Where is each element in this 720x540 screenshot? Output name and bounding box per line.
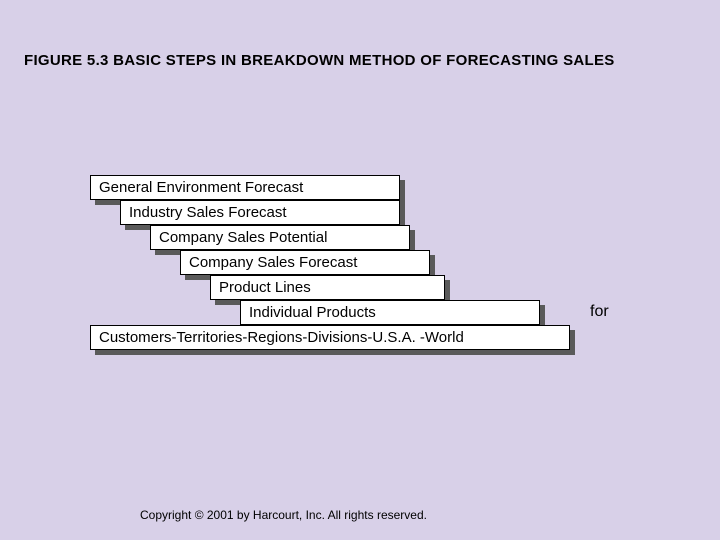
step-row: Company Sales Potential (90, 225, 650, 250)
step-box-company-potential: Company Sales Potential (150, 225, 410, 250)
figure-title: FIGURE 5.3 BASIC STEPS IN BREAKDOWN METH… (24, 52, 615, 69)
for-label: for (590, 303, 609, 321)
step-row: Company Sales Forecast (90, 250, 650, 275)
step-label: General Environment Forecast (99, 179, 303, 196)
step-box-company-forecast: Company Sales Forecast (180, 250, 430, 275)
step-box-general-environment: General Environment Forecast (90, 175, 400, 200)
step-row: General Environment Forecast (90, 175, 650, 200)
step-label: Customers-Territories-Regions-Divisions-… (99, 329, 464, 346)
step-box-product-lines: Product Lines (210, 275, 445, 300)
step-box-customers-territories: Customers-Territories-Regions-Divisions-… (90, 325, 570, 350)
copyright-text: Copyright © 2001 by Harcourt, Inc. All r… (140, 508, 427, 522)
step-box-industry-sales: Industry Sales Forecast (120, 200, 400, 225)
step-label: Product Lines (219, 279, 311, 296)
step-label: Company Sales Forecast (189, 254, 357, 271)
step-row: Product Lines (90, 275, 650, 300)
step-row: Industry Sales Forecast (90, 200, 650, 225)
step-label: Industry Sales Forecast (129, 204, 287, 221)
step-box-individual-products: Individual Products (240, 300, 540, 325)
step-row: Customers-Territories-Regions-Divisions-… (90, 325, 650, 350)
breakdown-diagram: General Environment Forecast Industry Sa… (90, 175, 650, 350)
step-label: Company Sales Potential (159, 229, 327, 246)
step-row: Individual Products (90, 300, 650, 325)
step-label: Individual Products (249, 304, 376, 321)
